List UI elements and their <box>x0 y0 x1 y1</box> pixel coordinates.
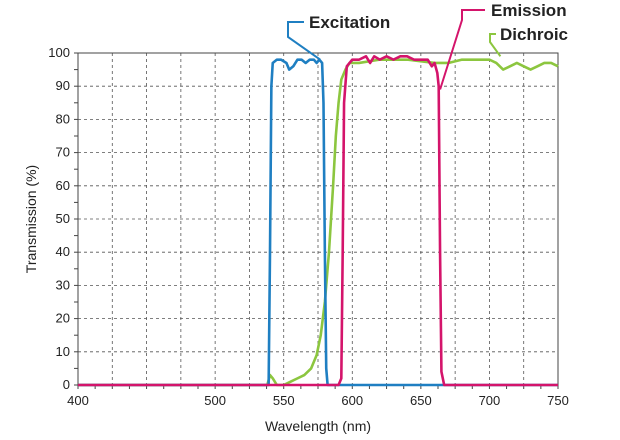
y-tick-label: 40 <box>56 244 70 259</box>
y-tick-label: 20 <box>56 311 70 326</box>
x-tick-label: 700 <box>479 393 501 408</box>
series-lines <box>78 55 559 387</box>
callout-line-dichroic <box>489 33 502 57</box>
y-tick-label: 10 <box>56 344 70 359</box>
y-tick-label: 100 <box>48 45 70 60</box>
y-tick-label: 50 <box>56 211 70 226</box>
y-axis-title: Transmission (%) <box>23 165 39 273</box>
x-tick-label: 600 <box>341 393 363 408</box>
series-line-dichroic <box>78 58 559 387</box>
legend-callouts: Excitation Emission Dichroic <box>287 1 568 90</box>
x-tick-label: 750 <box>547 393 569 408</box>
x-tick-label: 400 <box>67 393 89 408</box>
legend-label-emission: Emission <box>491 1 567 20</box>
x-tick-label: 500 <box>204 393 226 408</box>
y-tick-label: 60 <box>56 178 70 193</box>
y-tick-label: 0 <box>63 377 70 392</box>
legend-label-dichroic: Dichroic <box>500 25 568 44</box>
series-line-excitation <box>78 58 558 387</box>
x-axis-title: Wavelength (nm) <box>265 418 371 434</box>
callout-line-emission <box>439 9 485 90</box>
grid <box>78 53 558 385</box>
y-tick-label: 70 <box>56 145 70 160</box>
x-tick-label: 650 <box>410 393 432 408</box>
y-tick-label: 30 <box>56 277 70 292</box>
x-tick-label: 550 <box>273 393 295 408</box>
axis-ticks: 400 500 550 600 650 700 750 0 10 20 30 40 50 60 70 80 90… <box>48 45 569 408</box>
callout-line-excitation <box>287 21 321 61</box>
legend-label-excitation: Excitation <box>309 13 390 32</box>
series-line-emission <box>78 55 558 387</box>
y-tick-label: 90 <box>56 78 70 93</box>
y-tick-label: 80 <box>56 111 70 126</box>
